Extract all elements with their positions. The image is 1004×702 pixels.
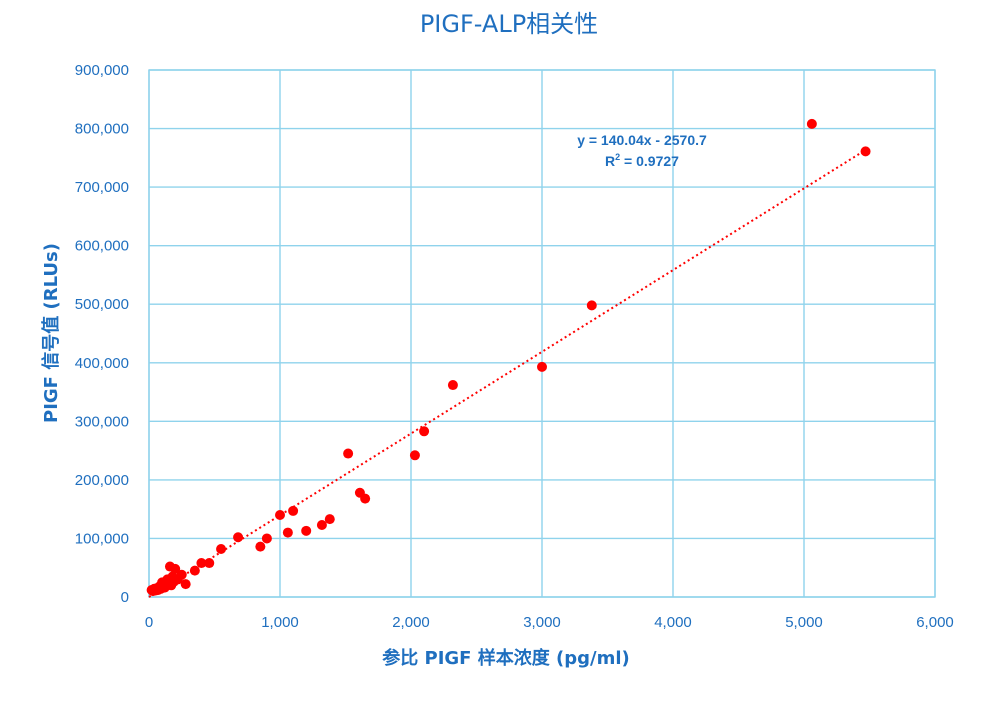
trendline (148, 149, 867, 598)
trendline-r2-value: = 0.9727 (620, 153, 679, 169)
data-point (216, 543, 227, 554)
data-point (537, 361, 547, 372)
data-point (409, 450, 420, 461)
y-tick-label: 800,000 (75, 121, 129, 138)
y-axis-label: PIGF 信号值 (RLUs) (40, 243, 62, 423)
data-point (176, 569, 187, 580)
y-tick-label: 300,000 (75, 413, 129, 430)
y-tick-label: 700,000 (75, 179, 129, 196)
data-point (255, 541, 266, 552)
x-tick-label: 0 (145, 614, 153, 631)
trendline-r2-label: R (605, 153, 615, 169)
data-point (204, 558, 215, 569)
y-tick-label: 100,000 (75, 530, 129, 547)
y-axis-ticks: 0 100,000 200,000 300,000 400,000 500,000 600,… (75, 62, 129, 606)
y-tick-label: 400,000 (75, 355, 129, 372)
y-tick-label: 900,000 (75, 62, 129, 79)
y-tick-label: 0 (121, 589, 129, 606)
data-point (419, 426, 430, 437)
plot-area-border (148, 69, 936, 598)
data-point (343, 448, 354, 459)
data-point (189, 565, 200, 576)
x-tick-label: 5,000 (785, 614, 823, 631)
data-point (324, 514, 335, 525)
y-tick-label: 200,000 (75, 472, 129, 489)
data-point (316, 519, 327, 530)
data-point (301, 525, 312, 536)
x-tick-label: 4,000 (654, 614, 692, 631)
chart-title: PIGF-ALP相关性 (420, 10, 598, 38)
data-point (180, 579, 191, 590)
y-tick-label: 600,000 (75, 238, 129, 255)
data-point (447, 380, 458, 391)
data-point (860, 146, 871, 157)
x-axis-ticks: 0 1,000 2,000 3,000 4,000 5,000 6,000 (145, 614, 954, 631)
data-point (288, 505, 299, 516)
x-tick-label: 2,000 (392, 614, 430, 631)
x-tick-label: 3,000 (523, 614, 561, 631)
trendline-r2-superscript: 2 (615, 152, 620, 162)
y-tick-label: 500,000 (75, 296, 129, 313)
data-point (275, 510, 285, 521)
x-tick-label: 6,000 (916, 614, 954, 631)
trendline-r2: R2 = 0.9727 (605, 152, 679, 169)
data-point (360, 493, 371, 504)
data-point (282, 527, 293, 538)
grid-lines (148, 69, 936, 598)
data-point (586, 300, 597, 311)
x-tick-label: 1,000 (261, 614, 299, 631)
data-point (806, 118, 817, 129)
data-point (233, 532, 244, 543)
data-point (261, 533, 272, 544)
data-point (170, 563, 181, 574)
x-axis-label: 参比 PIGF 样本浓度 (pg/ml) (382, 647, 629, 669)
data-point (196, 558, 207, 569)
data-points (146, 118, 871, 597)
trendline-equation: y = 140.04x - 2570.7 (577, 132, 707, 148)
